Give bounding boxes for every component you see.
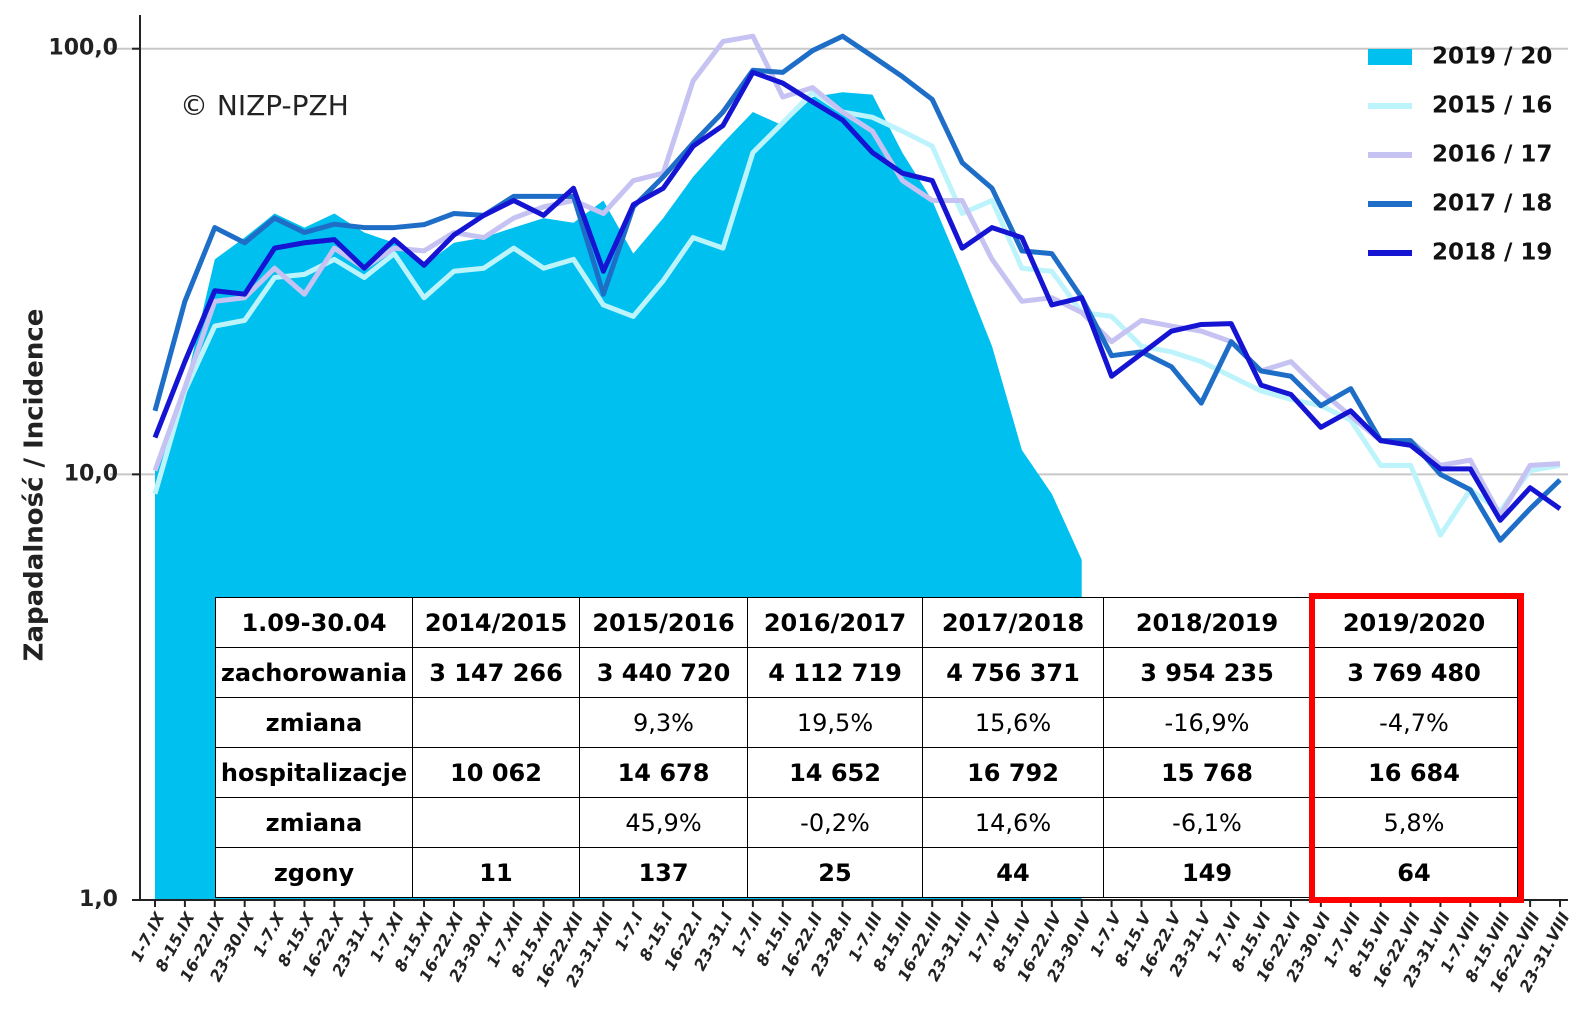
legend-label: 2018 / 19: [1432, 240, 1552, 266]
table-cell: 15,6%: [922, 697, 1104, 748]
table-cell: 2014/2015: [412, 597, 580, 648]
table-cell: 137: [579, 847, 748, 898]
row-label: zachorowania: [215, 647, 413, 698]
table-cell: 4 756 371: [922, 647, 1104, 698]
table-cell: 25: [747, 847, 923, 898]
table-row: hospitalizacje 10 062 14 678 14 652 16 792 15…: [215, 747, 1518, 798]
table-cell: 14 652: [747, 747, 923, 798]
table-cell: 3 954 235: [1103, 647, 1311, 698]
line-series: [152, 33, 1561, 519]
table-row: 1.09-30.04 2014/2015 2015/2016 2016/2017 201…: [215, 597, 1518, 648]
table-cell: 44: [922, 847, 1104, 898]
table-cell: 14 678: [579, 747, 748, 798]
legend-label: 2019 / 20: [1432, 44, 1552, 70]
table-cell: 2015/2016: [579, 597, 748, 648]
table-cell: -16,9%: [1103, 697, 1311, 748]
y-axis-label: Zapadalność / Incidence: [20, 309, 50, 662]
table-cell: -0,2%: [747, 797, 923, 848]
table-cell: 14,6%: [922, 797, 1104, 848]
legend-label: 2015 / 16: [1432, 93, 1552, 119]
highlight-box: [1309, 593, 1524, 903]
line-series: [152, 69, 1562, 523]
table-cell: 2017/2018: [922, 597, 1104, 648]
line-series: [152, 89, 1561, 538]
table-cell: [412, 697, 580, 748]
annotation: © NIZP-PZH: [180, 89, 349, 122]
table-cell: 3 769 480: [1310, 647, 1518, 698]
table-cell: 2018/2019: [1103, 597, 1311, 648]
row-label: zmiana: [215, 697, 413, 748]
row-label: 1.09-30.04: [215, 597, 413, 648]
summary-table: 1.09-30.04 2014/2015 2015/2016 2016/2017 201…: [215, 597, 1518, 898]
table-cell: 9,3%: [579, 697, 748, 748]
legend-label: 2016 / 17: [1432, 142, 1552, 168]
line-series: [152, 33, 1562, 543]
legend-label: 2017 / 18: [1432, 191, 1552, 217]
legend-swatch: [1368, 49, 1412, 65]
table-cell: 2016/2017: [747, 597, 923, 648]
table-row: zachorowania 3 147 266 3 440 720 4 112 719 4…: [215, 647, 1518, 698]
table-cell: 149: [1103, 847, 1311, 898]
table-cell: 3 147 266: [412, 647, 580, 698]
table-cell: 5,8%: [1310, 797, 1518, 848]
table-cell: -4,7%: [1310, 697, 1518, 748]
table-row: zgony 11 137 25 44 149 64: [215, 847, 1518, 898]
table-cell: 16 792: [922, 747, 1104, 798]
table-cell: [412, 797, 580, 848]
row-label: hospitalizacje: [215, 747, 413, 798]
table-row: zmiana 9,3% 19,5% 15,6% -16,9% -4,7%: [215, 697, 1518, 748]
row-label: zmiana: [215, 797, 413, 848]
table-cell: 64: [1310, 847, 1518, 898]
y-tick-label: 100,0: [48, 36, 118, 61]
table-cell: 10 062: [412, 747, 580, 798]
table-cell: 45,9%: [579, 797, 748, 848]
table-cell: 15 768: [1103, 747, 1311, 798]
table-cell: 11: [412, 847, 580, 898]
y-tick-label: 1,0: [79, 887, 118, 912]
table-cell: 4 112 719: [747, 647, 923, 698]
row-label: zgony: [215, 847, 413, 898]
table-row: zmiana 45,9% -0,2% 14,6% -6,1% 5,8%: [215, 797, 1518, 848]
table-cell: -6,1%: [1103, 797, 1311, 848]
table-cell: 3 440 720: [579, 647, 748, 698]
y-tick-label: 10,0: [64, 461, 118, 486]
table-cell: 19,5%: [747, 697, 923, 748]
